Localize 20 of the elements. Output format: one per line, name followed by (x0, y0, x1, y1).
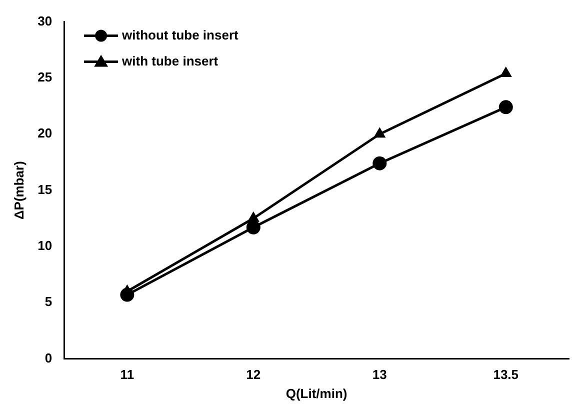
point (372, 156, 387, 170)
x-tick-label: 12 (246, 367, 261, 382)
x-axis-title: Q(Lit/min) (286, 386, 348, 401)
x-tick-label: 13.5 (493, 367, 519, 382)
legend-label: without tube insert (121, 27, 239, 42)
point (246, 220, 260, 234)
legend-label: with tube insert (121, 53, 219, 68)
y-tick-label: 10 (38, 238, 52, 254)
y-axis-title: ΔP(mbar) (11, 161, 26, 220)
y-tick-label: 30 (38, 13, 52, 28)
y-tick-label: 15 (38, 182, 52, 197)
point (374, 127, 386, 138)
y-tick-label: 20 (38, 126, 52, 141)
y-tick-label: 25 (38, 70, 52, 85)
y-tick-label: 0 (44, 350, 52, 366)
y-tick-label: 5 (44, 294, 52, 310)
x-tick-label: 13 (372, 367, 387, 382)
x-tick-label: 11 (120, 367, 134, 382)
point (500, 66, 512, 77)
point (247, 211, 260, 222)
